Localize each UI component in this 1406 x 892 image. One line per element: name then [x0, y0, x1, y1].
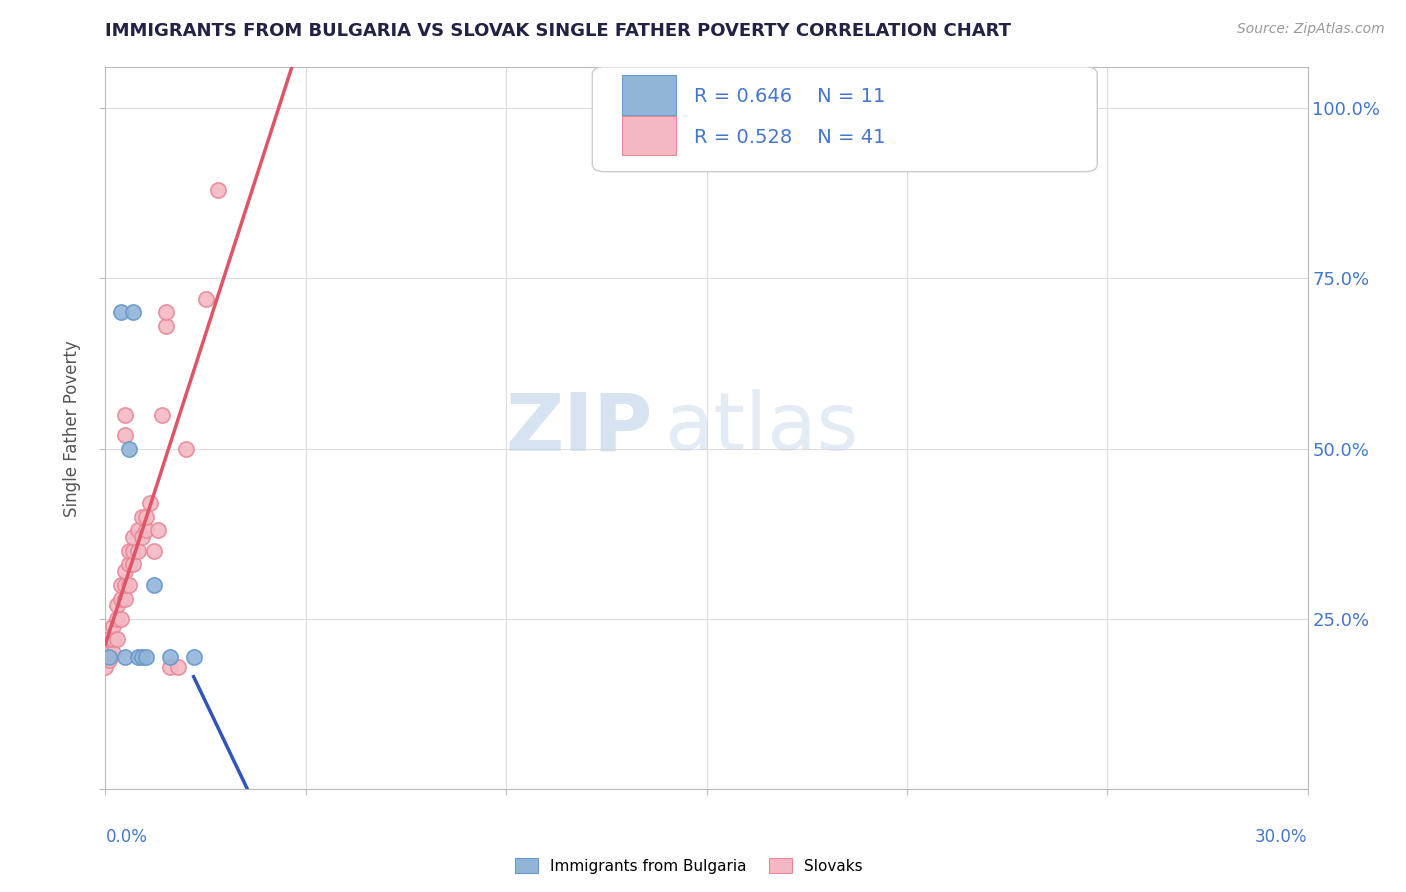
Point: [135, 649, 157, 664]
Point: [118, 442, 141, 456]
Point: [114, 564, 136, 578]
Point: [98, 646, 121, 660]
Point: [142, 544, 165, 558]
Point: [142, 578, 165, 592]
Point: [122, 305, 145, 319]
Point: [122, 558, 145, 572]
Point: [122, 530, 145, 544]
Point: [146, 524, 169, 538]
Point: [107, 599, 129, 613]
Point: [103, 646, 125, 660]
Point: [107, 632, 129, 647]
Point: [98, 632, 121, 647]
Point: [110, 305, 132, 319]
Point: [110, 591, 132, 606]
Point: [150, 408, 173, 422]
FancyBboxPatch shape: [623, 116, 676, 155]
Point: [174, 442, 197, 456]
Text: 0.0%: 0.0%: [105, 828, 148, 846]
Point: [118, 578, 141, 592]
FancyBboxPatch shape: [623, 75, 676, 115]
FancyBboxPatch shape: [592, 67, 1097, 171]
Point: [114, 408, 136, 422]
Point: [114, 649, 136, 664]
Point: [107, 612, 129, 626]
Text: R = 0.646    N = 11: R = 0.646 N = 11: [695, 87, 886, 106]
Point: [118, 544, 141, 558]
Point: [135, 509, 157, 524]
Text: ZIP: ZIP: [505, 389, 652, 467]
Point: [94, 659, 117, 673]
Text: 30.0%: 30.0%: [1256, 828, 1308, 846]
Point: [114, 591, 136, 606]
Point: [127, 544, 149, 558]
Point: [98, 649, 121, 664]
Point: [110, 612, 132, 626]
Point: [103, 619, 125, 633]
Point: [135, 524, 157, 538]
Point: [114, 578, 136, 592]
Point: [155, 305, 177, 319]
Point: [131, 649, 153, 664]
Text: atlas: atlas: [665, 389, 859, 467]
Point: [114, 428, 136, 442]
Point: [131, 530, 153, 544]
Text: IMMIGRANTS FROM BULGARIA VS SLOVAK SINGLE FATHER POVERTY CORRELATION CHART: IMMIGRANTS FROM BULGARIA VS SLOVAK SINGL…: [105, 22, 1011, 40]
Y-axis label: Single Father Poverty: Single Father Poverty: [63, 340, 82, 516]
Point: [207, 183, 229, 197]
Text: Source: ZipAtlas.com: Source: ZipAtlas.com: [1237, 22, 1385, 37]
Point: [155, 318, 177, 333]
Point: [166, 659, 188, 673]
Point: [159, 649, 181, 664]
Point: [127, 649, 149, 664]
Text: R = 0.528    N = 41: R = 0.528 N = 41: [695, 128, 886, 147]
Point: [194, 292, 217, 306]
Point: [159, 659, 181, 673]
Point: [122, 544, 145, 558]
Point: [127, 524, 149, 538]
Point: [118, 558, 141, 572]
Point: [138, 496, 160, 510]
Point: [110, 578, 132, 592]
Point: [103, 632, 125, 647]
Point: [131, 509, 153, 524]
Legend: Immigrants from Bulgaria, Slovaks: Immigrants from Bulgaria, Slovaks: [509, 852, 869, 880]
Point: [183, 649, 205, 664]
Point: [98, 653, 121, 667]
